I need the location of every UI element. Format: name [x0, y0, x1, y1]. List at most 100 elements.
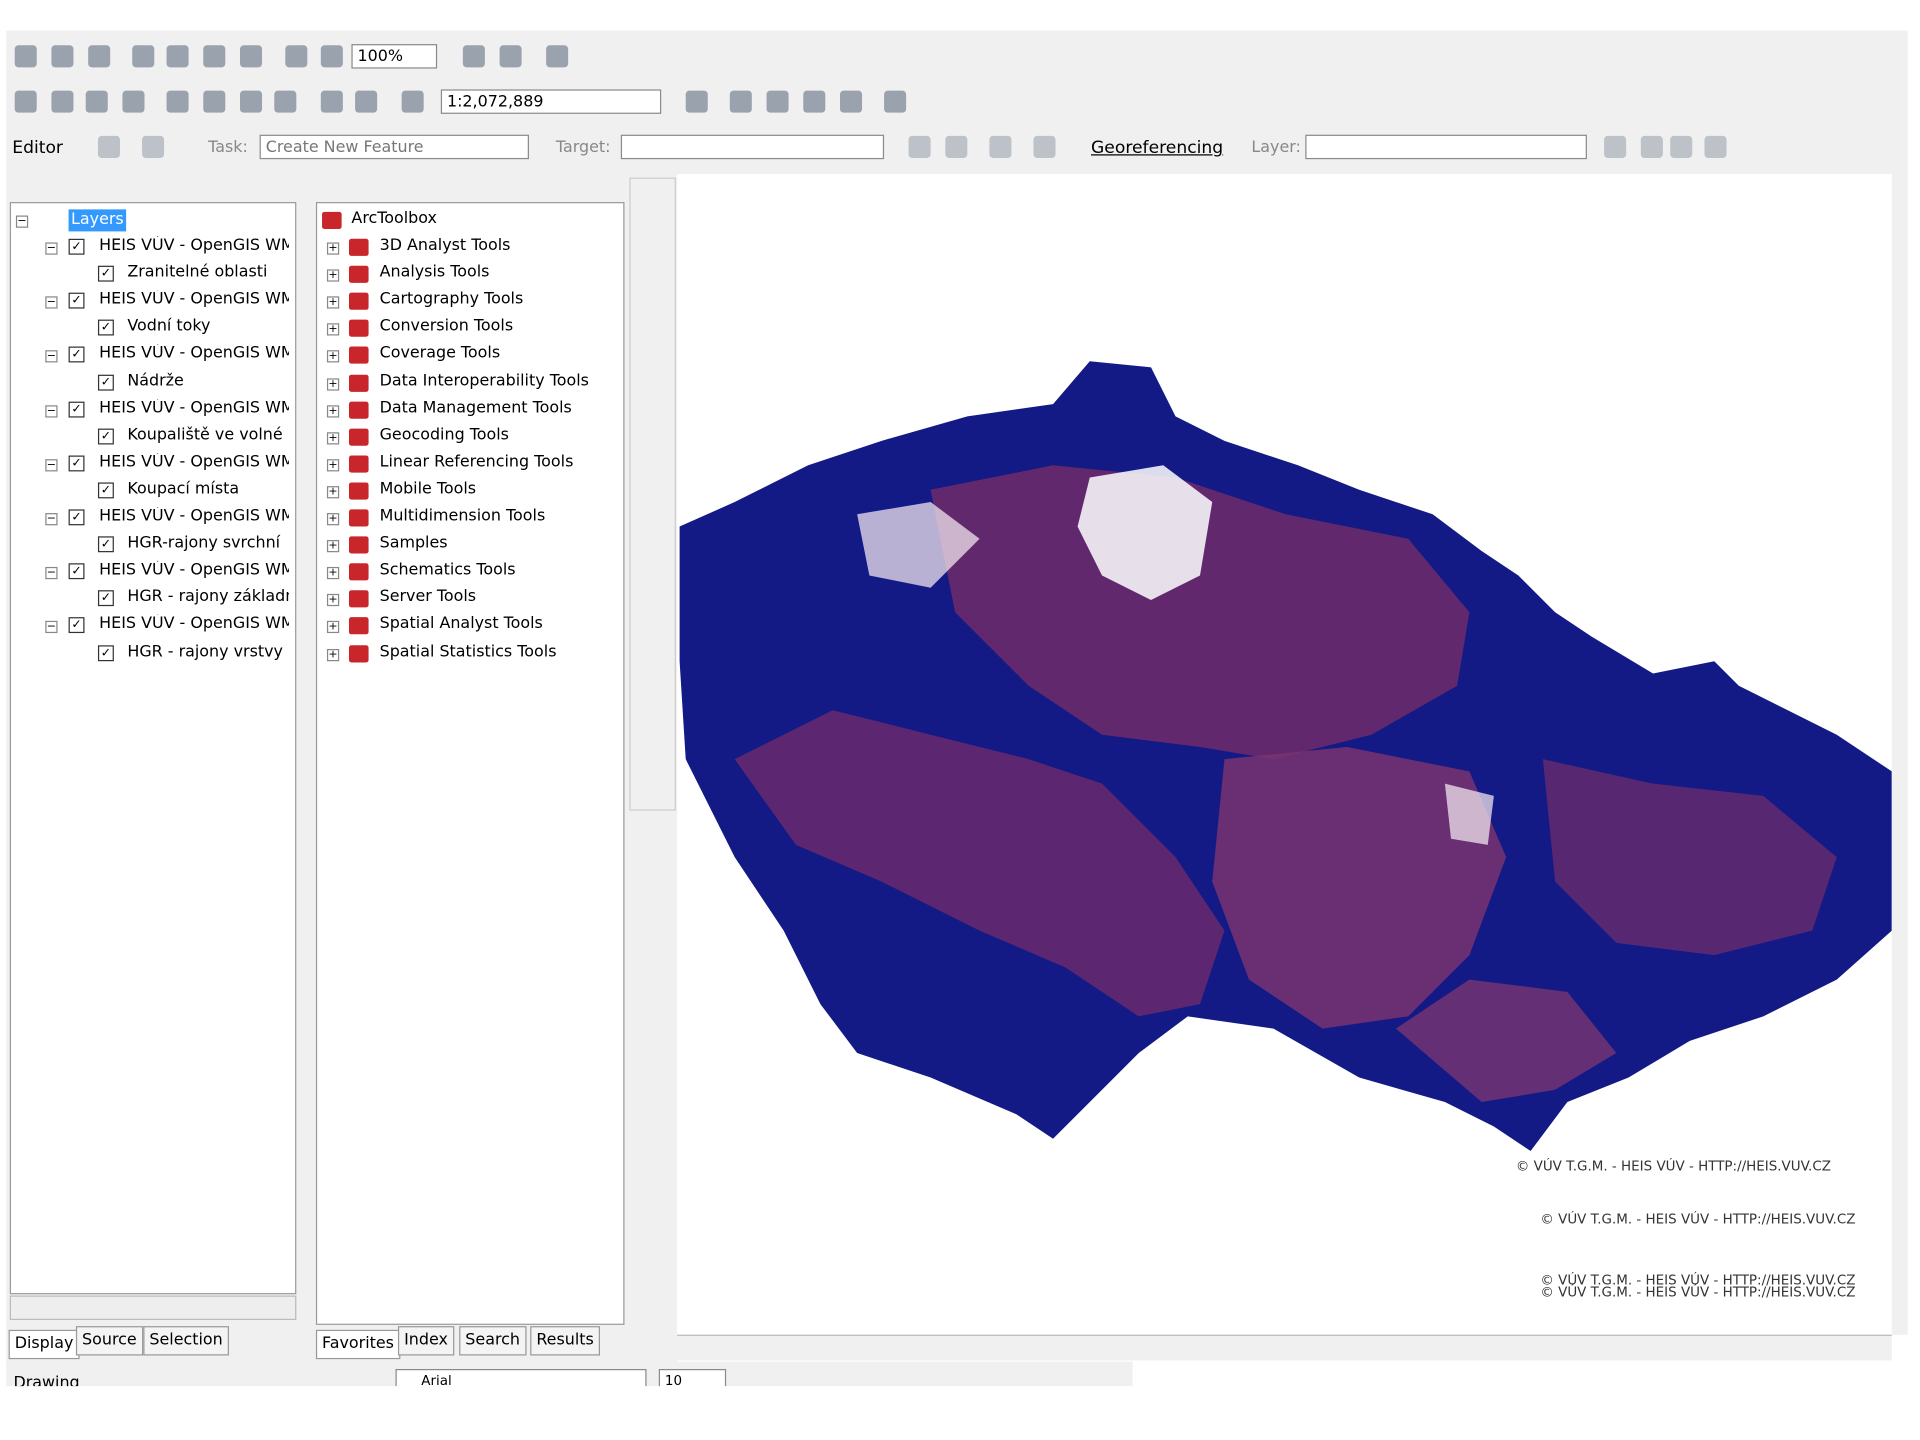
layer-name[interactable]: HGR - rajony vrstvy l	[127, 642, 289, 661]
collapse-toggle[interactable]: −	[45, 458, 58, 472]
group-layer-name[interactable]: HEIS VÚV - OpenGIS WM	[99, 398, 289, 418]
layer-name[interactable]: Nádrže	[127, 371, 184, 391]
layer-name[interactable]: Koupací místa	[127, 479, 240, 499]
tool-icon[interactable]	[908, 135, 931, 158]
expand-toggle[interactable]: +	[326, 567, 340, 580]
tool-icon[interactable]	[840, 90, 863, 113]
expand-toggle[interactable]: +	[326, 458, 340, 472]
layer-checkbox[interactable]: ✓	[97, 319, 114, 336]
font-field[interactable]: Arial	[395, 1368, 647, 1387]
panel-tab[interactable]: Search	[459, 1326, 527, 1356]
expand-toggle[interactable]: +	[326, 377, 340, 391]
tool-icon[interactable]	[85, 90, 108, 113]
toolbox-item[interactable]: Samples	[379, 533, 448, 553]
toolbox-item[interactable]: 3D Analyst Tools	[379, 236, 511, 255]
tool-icon[interactable]	[240, 45, 263, 68]
panel-tab[interactable]: Source	[75, 1326, 143, 1356]
size-field[interactable]: 10	[658, 1368, 727, 1387]
tool-icon[interactable]	[401, 90, 424, 113]
group-layer-name[interactable]: HEIS VÚV - OpenGIS WM	[99, 236, 289, 255]
collapse-toggle[interactable]: −	[15, 215, 29, 228]
layer-name[interactable]: Zranitelné oblasti	[127, 263, 268, 282]
layer-checkbox[interactable]: ✓	[97, 482, 114, 499]
layer-checkbox[interactable]: ✓	[68, 563, 85, 580]
tool-icon[interactable]	[203, 45, 226, 68]
zoom-field[interactable]: 100%	[351, 44, 438, 69]
expand-toggle[interactable]: +	[326, 485, 340, 499]
layer-checkbox[interactable]: ✓	[68, 238, 85, 255]
layer-name[interactable]: HGR-rajony svrchní	[127, 533, 281, 553]
layer-checkbox[interactable]: ✓	[97, 644, 114, 661]
group-layer-name[interactable]: HEIS VÚV - OpenGIS WM	[99, 561, 289, 580]
toolbox-item[interactable]: Analysis Tools	[379, 263, 490, 282]
drawing-menu[interactable]: Drawing	[13, 1373, 80, 1387]
tool-icon[interactable]	[320, 90, 343, 113]
layer-checkbox[interactable]: ✓	[68, 347, 85, 363]
tool-icon[interactable]	[1704, 135, 1727, 158]
expand-toggle[interactable]: +	[326, 242, 340, 255]
toolbox-item[interactable]: Conversion Tools	[379, 317, 514, 336]
group-layer-name[interactable]: HEIS VÚV - OpenGIS WM	[99, 344, 289, 363]
tool-icon[interactable]	[274, 90, 297, 113]
tool-icon[interactable]	[132, 45, 155, 68]
layer-checkbox[interactable]: ✓	[68, 401, 85, 418]
toolbox-item[interactable]: Geocoding Tools	[379, 425, 509, 445]
tool-icon[interactable]	[884, 90, 907, 113]
group-layer-name[interactable]: HEIS VÚV - OpenGIS WM	[99, 615, 289, 634]
layer-name[interactable]: HGR - rajony základn	[127, 588, 289, 607]
toolbox-item[interactable]: Mobile Tools	[379, 479, 477, 499]
tool-icon[interactable]	[203, 90, 226, 113]
expand-toggle[interactable]: +	[326, 621, 340, 634]
layers-root[interactable]: Layers	[68, 209, 127, 232]
tool-icon[interactable]	[803, 90, 826, 113]
tool-icon[interactable]	[1670, 135, 1693, 158]
expand-toggle[interactable]: +	[326, 323, 340, 336]
tool-icon[interactable]	[285, 45, 308, 68]
tool-icon[interactable]	[97, 135, 121, 158]
tool-icon[interactable]	[499, 45, 522, 68]
toolbox-item[interactable]: Cartography Tools	[379, 290, 524, 309]
layer-checkbox[interactable]: ✓	[68, 617, 85, 634]
toolbox-item[interactable]: Schematics Tools	[379, 561, 516, 580]
toolbox-item[interactable]: Server Tools	[379, 588, 477, 607]
tool-icon[interactable]	[766, 90, 789, 113]
expand-toggle[interactable]: +	[326, 540, 340, 553]
layer-name[interactable]: Vodní toky	[127, 317, 211, 336]
toolbox-item[interactable]: Linear Referencing Tools	[379, 452, 574, 472]
collapse-toggle[interactable]: −	[45, 350, 58, 363]
layer-checkbox[interactable]: ✓	[97, 590, 114, 607]
tool-icon[interactable]	[51, 90, 74, 113]
toolbox-item[interactable]: Data Interoperability Tools	[379, 371, 589, 391]
toolbox-item[interactable]: Data Management Tools	[379, 398, 572, 418]
panel-tab[interactable]: Favorites	[315, 1329, 401, 1360]
panel-tab[interactable]: Index	[397, 1326, 455, 1356]
expand-toggle[interactable]: +	[326, 269, 340, 282]
group-layer-name[interactable]: HEIS VÚV - OpenGIS WM	[99, 506, 289, 526]
toolbox-item[interactable]: Spatial Statistics Tools	[379, 642, 557, 661]
layer-field[interactable]	[1305, 134, 1587, 160]
tool-icon[interactable]	[88, 45, 111, 68]
panel-tab[interactable]: Results	[530, 1326, 600, 1356]
map-hscroll[interactable]	[677, 1334, 1892, 1361]
georeferencing-menu[interactable]: Georeferencing	[1091, 138, 1224, 158]
tool-icon[interactable]	[122, 90, 145, 113]
collapse-toggle[interactable]: −	[45, 296, 58, 309]
expand-toggle[interactable]: +	[326, 648, 340, 661]
panel-tab[interactable]: Display	[8, 1329, 80, 1360]
toolbox-item[interactable]: Multidimension Tools	[379, 506, 546, 526]
expand-toggle[interactable]: +	[326, 431, 340, 445]
layer-checkbox[interactable]: ✓	[97, 428, 114, 445]
tool-icon[interactable]	[14, 45, 37, 68]
layer-name[interactable]: Koupaliště ve volné p	[127, 425, 289, 445]
editor-menu[interactable]: Editor	[12, 138, 63, 158]
tool-icon[interactable]	[51, 45, 74, 68]
layer-checkbox[interactable]: ✓	[97, 265, 114, 282]
collapse-toggle[interactable]: −	[45, 242, 58, 255]
tool-icon[interactable]	[1033, 135, 1056, 158]
expand-toggle[interactable]: +	[326, 404, 340, 418]
collapse-toggle[interactable]: −	[45, 567, 58, 580]
expand-toggle[interactable]: +	[326, 513, 340, 526]
map-vscroll[interactable]	[1891, 173, 1908, 1335]
toolbox-item[interactable]: Spatial Analyst Tools	[379, 615, 543, 634]
layer-checkbox[interactable]: ✓	[68, 292, 85, 309]
